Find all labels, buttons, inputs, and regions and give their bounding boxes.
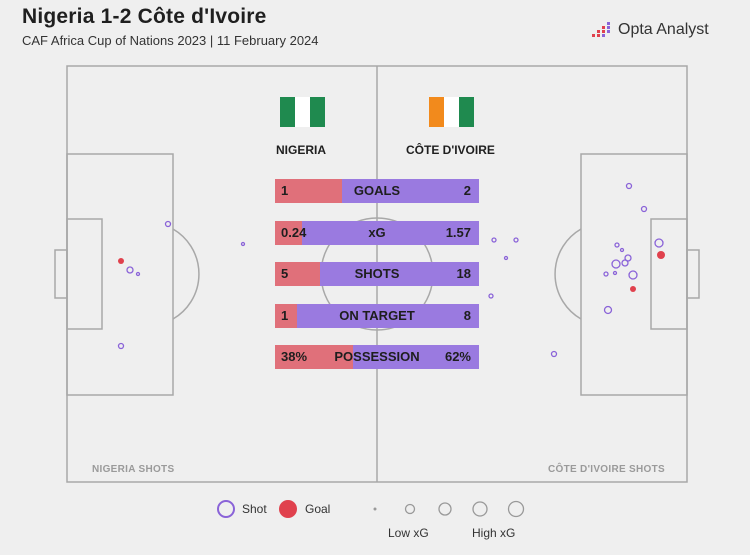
stat-row-xg: 0.24 xG 1.57 bbox=[275, 221, 479, 245]
shot-marker bbox=[164, 220, 172, 228]
stat-row-on-target: 1 ON TARGET 8 bbox=[275, 304, 479, 328]
shot-marker bbox=[640, 205, 648, 213]
home-penalty-box bbox=[66, 153, 174, 396]
away-penalty-box bbox=[580, 153, 688, 396]
stat-home-value: 1 bbox=[281, 308, 289, 323]
stat-away-bar bbox=[319, 262, 479, 286]
home-shots-label: NIGERIA SHOTS bbox=[92, 464, 175, 475]
away-penalty-arc bbox=[554, 228, 582, 320]
away-shots-label: CÔTE D'IVOIRE SHOTS bbox=[548, 464, 665, 475]
page-title: Nigeria 1-2 Côte d'Ivoire bbox=[22, 5, 267, 28]
stat-away-bar bbox=[352, 345, 479, 369]
stat-away-value: 18 bbox=[456, 266, 471, 281]
stat-home-bar bbox=[275, 221, 302, 245]
brand-name: Opta Analyst bbox=[618, 21, 709, 38]
stat-row-goals: 1 GOALS 2 bbox=[275, 179, 479, 203]
stat-label: POSSESSION bbox=[334, 349, 420, 364]
nigeria-flag bbox=[280, 97, 325, 127]
home-team-name: NIGERIA bbox=[276, 143, 327, 157]
shot-marker bbox=[603, 305, 613, 315]
shot-marker bbox=[654, 238, 664, 248]
shot-marker bbox=[614, 242, 620, 248]
home-six-yard-box bbox=[66, 218, 103, 330]
stat-row-shots: 5 SHOTS 18 bbox=[275, 262, 479, 286]
page-subtitle: CAF Africa Cup of Nations 2023 | 11 Febr… bbox=[22, 33, 319, 48]
stat-home-value: 5 bbox=[281, 266, 289, 281]
shot-marker bbox=[126, 266, 134, 274]
shot-marker bbox=[240, 241, 246, 247]
stat-away-value: 1.57 bbox=[445, 225, 471, 240]
stat-home-value: 38% bbox=[281, 349, 308, 364]
shot-marker bbox=[621, 259, 629, 267]
home-penalty-arc bbox=[172, 228, 200, 320]
stat-home-bar bbox=[275, 262, 320, 286]
opta-logo-icon bbox=[592, 22, 610, 37]
stat-away-bar bbox=[297, 304, 479, 328]
stat-home-bar bbox=[275, 345, 353, 369]
shot-marker bbox=[135, 271, 141, 277]
stat-label: GOALS bbox=[353, 183, 401, 198]
cote-divoire-flag bbox=[429, 97, 474, 127]
stat-label: xG bbox=[368, 225, 386, 240]
shots-layer bbox=[117, 182, 665, 358]
legend-high-xg-label: High xG bbox=[472, 526, 516, 540]
stat-row-possession: 38% POSSESSION 62% bbox=[275, 345, 479, 369]
away-six-yard-box bbox=[650, 218, 688, 330]
stat-label: SHOTS bbox=[354, 266, 400, 281]
legend-low-xg-label: Low xG bbox=[388, 526, 429, 540]
shot-marker bbox=[603, 271, 609, 277]
shot-marker bbox=[488, 293, 494, 299]
stat-home-bar bbox=[275, 179, 343, 203]
brand-logo: Opta Analyst bbox=[592, 20, 709, 40]
shot-marker bbox=[117, 342, 125, 350]
legend-shot-label: Shot bbox=[242, 502, 267, 516]
stat-away-value: 8 bbox=[463, 308, 471, 323]
shot-marker bbox=[611, 259, 621, 269]
stat-label: ON TARGET bbox=[339, 308, 415, 323]
stat-home-value: 1 bbox=[281, 183, 289, 198]
stat-home-value: 0.24 bbox=[281, 225, 307, 240]
stat-home-bar bbox=[275, 304, 298, 328]
shot-marker bbox=[628, 270, 638, 280]
shot-marker bbox=[625, 182, 633, 190]
home-goal bbox=[54, 249, 68, 299]
legend-goal-label: Goal bbox=[305, 502, 331, 516]
goal-marker bbox=[118, 258, 124, 264]
stat-away-bar bbox=[301, 221, 479, 245]
stat-away-value: 2 bbox=[463, 183, 471, 198]
stat-away-value: 62% bbox=[444, 349, 471, 364]
away-team-name: CÔTE D'IVOIRE bbox=[406, 143, 495, 157]
goal-marker bbox=[630, 286, 636, 292]
shot-marker bbox=[612, 270, 618, 276]
shot-marker bbox=[491, 237, 497, 243]
shot-marker bbox=[503, 255, 509, 261]
shot-marker bbox=[513, 237, 519, 243]
goal-marker bbox=[657, 251, 665, 259]
stat-away-bar bbox=[342, 179, 479, 203]
shot-marker bbox=[550, 350, 558, 358]
shot-marker bbox=[619, 247, 625, 253]
away-goal bbox=[686, 249, 700, 299]
